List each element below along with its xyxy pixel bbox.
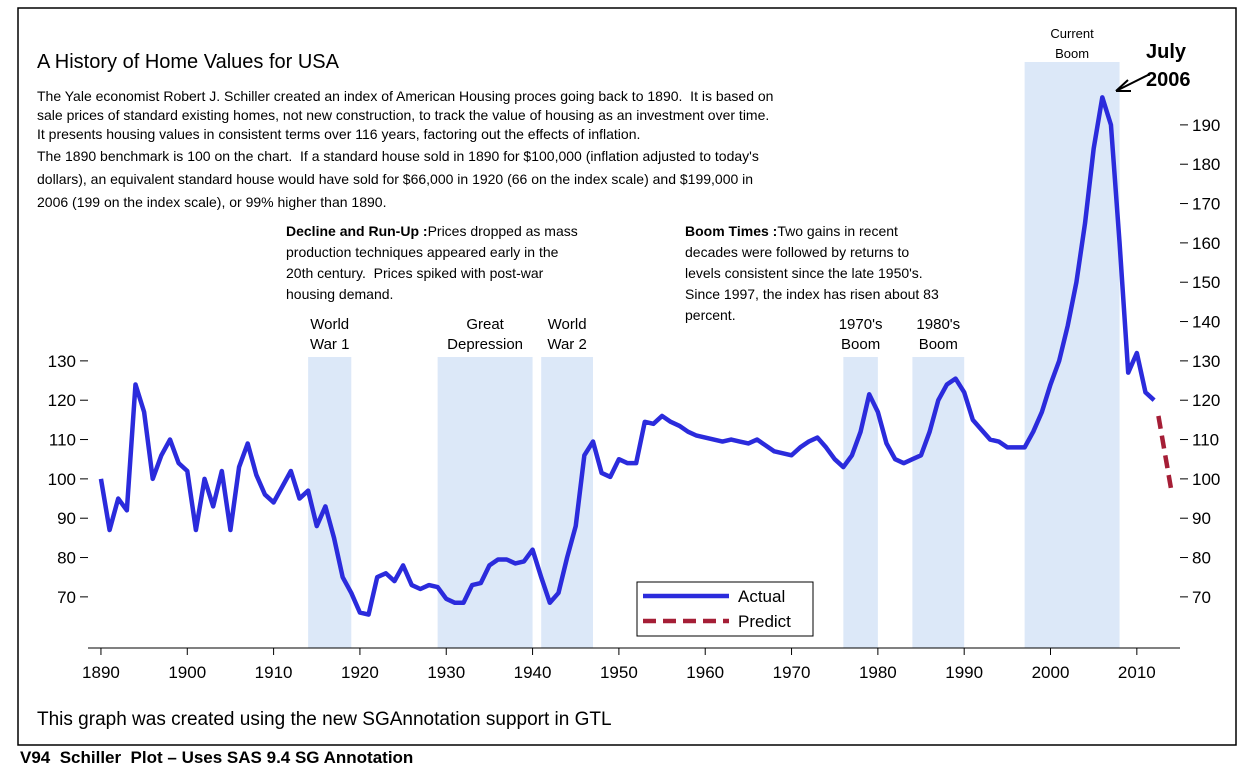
peak-arrow (1115, 73, 1151, 92)
x-tick-label: 1950 (600, 663, 638, 682)
x-tick-label: 1940 (514, 663, 552, 682)
band-label: Depression (447, 336, 523, 353)
x-tick-label: 1890 (82, 663, 120, 682)
note-heading: Boom Times : (685, 223, 777, 239)
shade-band (437, 357, 533, 648)
peak-label: July (1146, 41, 1187, 63)
band-label: War 1 (310, 336, 349, 353)
legend-label: Actual (738, 587, 785, 606)
series-line (1156, 415, 1174, 492)
band-label: Current (1050, 26, 1094, 41)
y2-tick-label: 140 (1192, 313, 1220, 332)
y-tick-label: 110 (49, 431, 76, 450)
band-label: Boom (1055, 46, 1089, 61)
y2-tick-label: 150 (1192, 273, 1220, 292)
x-tick-label: 1910 (255, 663, 293, 682)
note-heading: Decline and Run-Up : (286, 223, 428, 239)
footnote: This graph was created using the new SGA… (37, 709, 612, 730)
note-line: Boom Times :Two gains in recent (685, 223, 898, 239)
note-line: decades were followed by returns to (685, 244, 909, 260)
description-line: sale prices of standard existing homes, … (37, 107, 769, 123)
x-tick-label: 1920 (341, 663, 379, 682)
y2-tick-label: 80 (1192, 549, 1211, 568)
x-tick-label: 2010 (1118, 663, 1156, 682)
note-text: Two gains in recent (777, 223, 898, 239)
x-tick-label: 2000 (1032, 663, 1070, 682)
note-line: percent. (685, 307, 736, 323)
y-tick-label: 70 (57, 588, 76, 607)
x-tick-label: 1970 (773, 663, 811, 682)
description-line: It presents housing values in consistent… (37, 126, 640, 142)
y2-tick-label: 90 (1192, 509, 1211, 528)
peak-label: 2006 (1146, 69, 1191, 91)
description-line: The Yale economist Robert J. Schiller cr… (37, 88, 773, 104)
band-label: World (310, 316, 349, 333)
note-line: Since 1997, the index has risen about 83 (685, 286, 939, 302)
shade-band (308, 357, 352, 648)
y2-tick-label: 190 (1192, 116, 1220, 135)
frame (17, 7, 1237, 746)
band-label: Great (466, 316, 504, 333)
note-line: housing demand. (286, 286, 393, 302)
band-label: 1980's (916, 316, 960, 333)
peak-arrow-head (1115, 79, 1131, 92)
y2-tick-label: 70 (1192, 588, 1211, 607)
note-line: 20th century. Prices spiked with post-wa… (286, 265, 544, 281)
description-line: dollars), an equivalent standard house w… (37, 171, 753, 187)
y-tick-label: 130 (48, 352, 76, 371)
note-line: levels consistent since the late 1950's. (685, 265, 923, 281)
bands (308, 62, 1120, 648)
band-label: Boom (919, 336, 958, 353)
note-line: production techniques appeared early in … (286, 244, 559, 260)
description-line: The 1890 benchmark is 100 on the chart. … (37, 148, 759, 164)
annotations: A History of Home Values for USA This gr… (20, 26, 1191, 767)
x-tick-label: 1900 (168, 663, 206, 682)
legend-label: Predict (738, 612, 791, 631)
y-tick-label: 100 (48, 470, 76, 489)
axes: 1890 1900 1910 1920 1930 1940 1950 1960 1970 1980… (48, 116, 1221, 682)
x-tick-label: 1930 (427, 663, 465, 682)
x-tick-label: 1960 (686, 663, 724, 682)
note-text: Prices dropped as mass (428, 223, 578, 239)
y-tick-label: 90 (57, 509, 76, 528)
shade-band (1024, 62, 1120, 648)
description-line: 2006 (199 on the index scale), or 99% hi… (37, 194, 386, 210)
y2-tick-label: 130 (1192, 352, 1220, 371)
band-label: Boom (841, 336, 880, 353)
band-label: World (548, 316, 587, 333)
y2-tick-label: 180 (1192, 155, 1220, 174)
x-tick-label: 1990 (945, 663, 983, 682)
y2-tick-label: 160 (1192, 234, 1220, 253)
x-tick-label: 1980 (859, 663, 897, 682)
series-line (98, 95, 1156, 617)
chart-title: A History of Home Values for USA (37, 51, 340, 73)
y2-tick-label: 110 (1192, 431, 1219, 450)
band-label: War 2 (547, 336, 586, 353)
y2-tick-label: 120 (1192, 391, 1220, 410)
caption: V94 Schiller Plot – Uses SAS 9.4 SG Anno… (20, 748, 413, 767)
y2-tick-label: 170 (1192, 195, 1220, 214)
band-label: 1970's (839, 316, 883, 333)
y2-tick-label: 100 (1192, 470, 1220, 489)
legend: Actual Predict (636, 581, 814, 637)
note-line: Decline and Run-Up :Prices dropped as ma… (286, 223, 578, 239)
y-tick-label: 80 (57, 549, 76, 568)
shade-band (843, 357, 878, 648)
legend-box (636, 581, 814, 637)
lines (98, 95, 1174, 617)
y-tick-label: 120 (48, 391, 76, 410)
